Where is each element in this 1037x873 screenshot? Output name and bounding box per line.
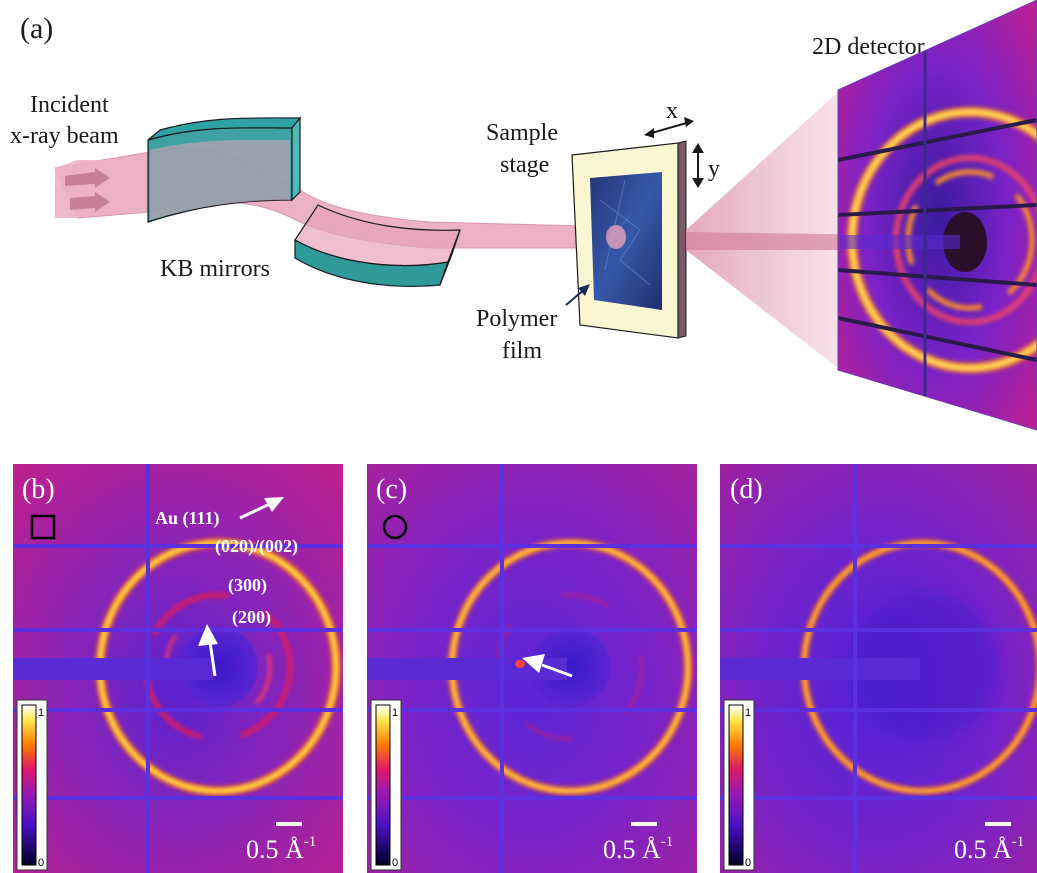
panel-b: (b) Au (111) (020)/(002) (300) (200) 1 0… <box>13 464 343 873</box>
arrow-icon <box>522 654 545 673</box>
sample-stage-label-1: Sample <box>486 120 558 146</box>
colorbar <box>728 704 744 866</box>
scale-bar <box>631 822 657 826</box>
arrow-icon <box>198 624 218 646</box>
incident-beam-label-2: x-ray beam <box>10 123 119 149</box>
panel-a: (a) Incident x-ray beam KB mirrors Sampl <box>10 0 1037 431</box>
scale-bar-label: 0.5 Å-1 <box>603 834 673 864</box>
colorbar-max: 1 <box>745 707 751 719</box>
scale-bar-label: 0.5 Å-1 <box>954 834 1024 864</box>
panel-c-label: (c) <box>376 474 407 505</box>
colorbar-min: 0 <box>38 857 44 869</box>
reflection-020-002: (020)/(002) <box>215 536 298 557</box>
stage-axes: x y <box>644 98 720 188</box>
circle-marker-icon <box>382 514 408 540</box>
colorbar-min: 0 <box>392 857 398 869</box>
colorbar-max: 1 <box>38 707 44 719</box>
panel-d-label: (d) <box>730 474 763 505</box>
square-marker-icon <box>30 514 56 540</box>
detector <box>838 0 1037 430</box>
kb-mirror-1 <box>147 116 302 223</box>
axis-x-label: x <box>666 98 678 124</box>
reflection-300: (300) <box>228 575 267 596</box>
colorbar <box>375 704 391 866</box>
panel-b-label: (b) <box>22 474 55 505</box>
panel-d: (d) 1 0 0.5 Å-1 <box>720 464 1037 873</box>
reflection-au111: Au (111) <box>155 508 220 529</box>
detector-label: 2D detector <box>812 34 925 60</box>
polymer-film-label-2: film <box>502 338 542 364</box>
colorbar-min: 0 <box>745 857 751 869</box>
kb-mirror-2 <box>294 204 461 287</box>
axis-y-label: y <box>708 156 720 182</box>
incident-beam-label-1: Incident <box>30 92 109 118</box>
colorbar-max: 1 <box>392 707 398 719</box>
colorbar <box>21 704 37 866</box>
reflection-200: (200) <box>232 607 271 628</box>
polymer-film <box>590 172 662 310</box>
polymer-film-label-1: Polymer <box>476 306 557 332</box>
panel-a-label: (a) <box>20 12 53 45</box>
kb-mirrors-label: KB mirrors <box>160 256 270 282</box>
scale-bar <box>276 822 302 826</box>
scale-bar <box>985 822 1011 826</box>
scale-bar-label: 0.5 Å-1 <box>246 834 316 864</box>
scattering-cone <box>686 92 838 368</box>
panel-c: (c) 1 0 0.5 Å-1 <box>367 464 697 873</box>
sample-stage <box>571 140 687 339</box>
sample-stage-label-2: stage <box>500 152 549 178</box>
